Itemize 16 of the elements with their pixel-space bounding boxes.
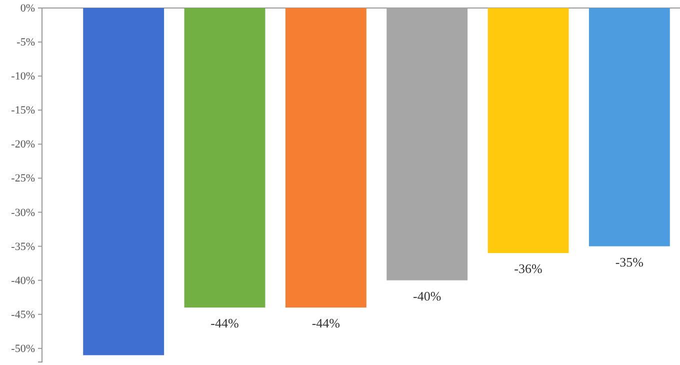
y-tick-label: -50% (11, 342, 35, 355)
y-tick-label: -10% (11, 70, 35, 83)
data-label: -35% (615, 254, 644, 270)
y-tick-label: -45% (11, 308, 35, 321)
y-tick-label: -25% (11, 172, 35, 185)
y-tick-label: 0% (20, 2, 35, 15)
data-label: -36% (514, 261, 542, 276)
data-label: -44% (312, 316, 340, 331)
y-tick-label: -20% (11, 138, 35, 151)
data-label: -40% (412, 288, 442, 304)
y-tick-label: -30% (11, 206, 35, 219)
y-tick-label: -40% (11, 274, 35, 287)
data-label: -44% (210, 316, 239, 331)
y-tick-label: -35% (11, 240, 35, 253)
y-tick-label: -5% (16, 36, 35, 49)
y-tick-label: -15% (11, 104, 35, 117)
